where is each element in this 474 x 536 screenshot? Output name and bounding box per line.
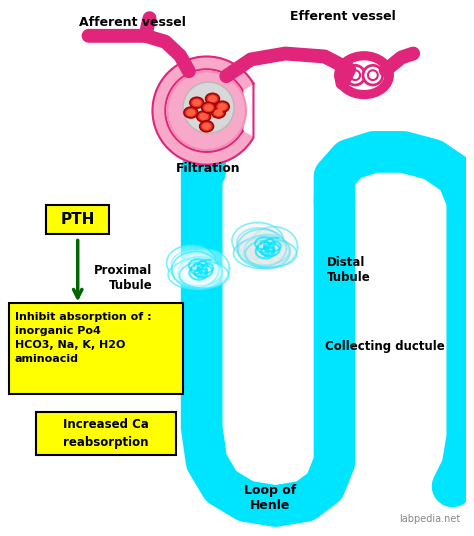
Ellipse shape [190, 98, 204, 108]
Text: Inhibit absorption of :
inorganic Po4
HCO3, Na, K, H2O
aminoacid: Inhibit absorption of : inorganic Po4 HC… [15, 312, 151, 364]
Polygon shape [244, 234, 290, 269]
Text: Filtration: Filtration [176, 162, 241, 175]
Circle shape [346, 65, 365, 85]
Ellipse shape [206, 93, 219, 104]
Polygon shape [250, 227, 298, 267]
Ellipse shape [204, 104, 213, 111]
Ellipse shape [336, 53, 392, 98]
Text: Increased Ca
reabsorption: Increased Ca reabsorption [64, 418, 149, 449]
Polygon shape [237, 229, 286, 267]
Text: Proximal
Tubule: Proximal Tubule [94, 264, 153, 292]
Text: PTH: PTH [61, 212, 95, 227]
Ellipse shape [218, 103, 227, 110]
Polygon shape [167, 245, 216, 280]
Ellipse shape [192, 99, 201, 106]
Text: labpedia.net: labpedia.net [399, 514, 460, 524]
Ellipse shape [186, 109, 195, 116]
Polygon shape [238, 236, 290, 265]
Polygon shape [234, 239, 289, 269]
Ellipse shape [216, 101, 229, 112]
Text: Afferent vessel: Afferent vessel [79, 16, 186, 28]
Polygon shape [173, 258, 222, 286]
Circle shape [350, 70, 360, 80]
Polygon shape [171, 250, 213, 278]
Ellipse shape [200, 121, 213, 132]
Polygon shape [184, 249, 229, 288]
Text: Loop of
Henle: Loop of Henle [245, 485, 297, 512]
Ellipse shape [197, 111, 210, 122]
FancyBboxPatch shape [9, 303, 183, 394]
Circle shape [183, 82, 234, 133]
Polygon shape [237, 228, 280, 257]
Polygon shape [168, 260, 221, 289]
Ellipse shape [214, 109, 223, 116]
Polygon shape [153, 56, 254, 165]
Text: Distal
Tubule: Distal Tubule [327, 256, 370, 284]
Circle shape [363, 65, 383, 85]
Text: Collecting ductule: Collecting ductule [325, 340, 445, 353]
Circle shape [167, 71, 246, 150]
Ellipse shape [202, 123, 211, 130]
Polygon shape [179, 262, 228, 288]
Ellipse shape [201, 102, 216, 113]
Text: Efferent vessel: Efferent vessel [290, 10, 396, 23]
Ellipse shape [342, 59, 386, 92]
Ellipse shape [199, 113, 208, 120]
FancyBboxPatch shape [36, 412, 176, 455]
Polygon shape [172, 252, 219, 288]
Ellipse shape [208, 95, 217, 102]
FancyBboxPatch shape [46, 205, 109, 234]
Polygon shape [232, 222, 283, 259]
Polygon shape [245, 240, 297, 267]
Polygon shape [178, 257, 222, 289]
Ellipse shape [184, 107, 198, 118]
Circle shape [368, 70, 378, 80]
Ellipse shape [211, 107, 225, 118]
